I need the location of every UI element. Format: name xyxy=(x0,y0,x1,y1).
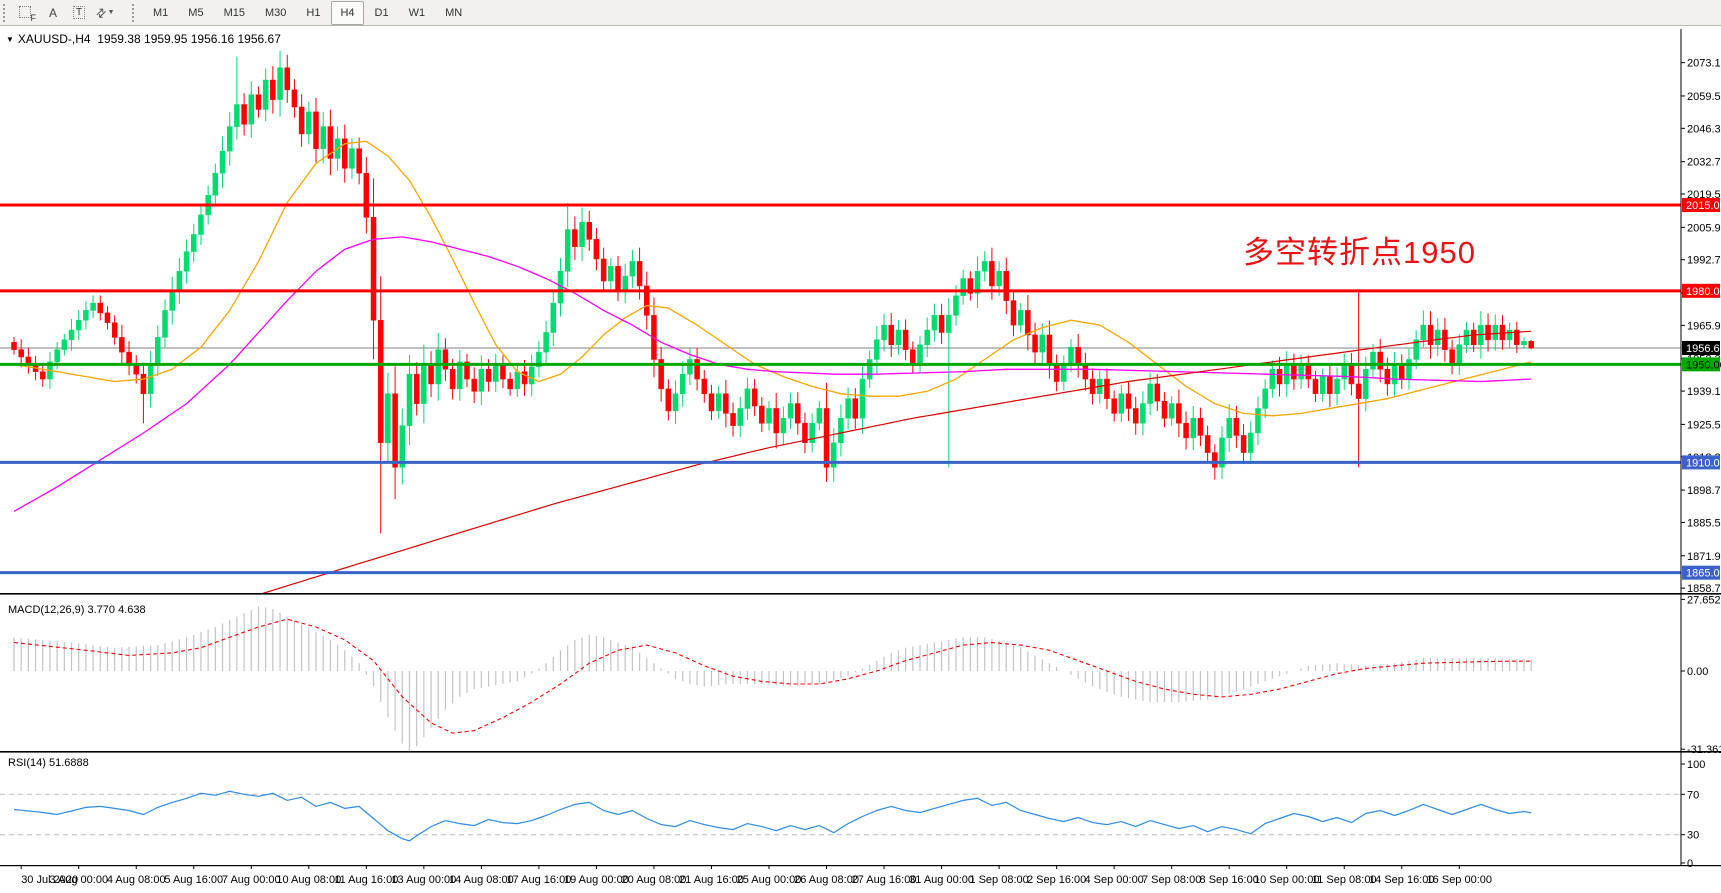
svg-text:31 Aug 00:00: 31 Aug 00:00 xyxy=(909,874,974,886)
rsi-value: 51.6888 xyxy=(48,757,89,769)
toolbar-grip[interactable] xyxy=(3,3,9,22)
timeframe-h4[interactable]: H4 xyxy=(331,0,364,25)
svg-text:1925.50: 1925.50 xyxy=(1687,419,1721,431)
svg-text:7 Sep 08:00: 7 Sep 08:00 xyxy=(1142,874,1201,886)
svg-text:2 Sep 16:00: 2 Sep 16:00 xyxy=(1027,874,1086,886)
svg-text:1950.00: 1950.00 xyxy=(1686,359,1721,371)
chevron-down-icon: ▼ xyxy=(107,9,115,16)
svg-text:2015.00: 2015.00 xyxy=(1686,200,1721,212)
rsi-name: RSI(14) xyxy=(8,757,46,769)
svg-text:16 Sep 00:00: 16 Sep 00:00 xyxy=(1427,874,1492,886)
svg-text:27.652: 27.652 xyxy=(1687,594,1721,606)
text-label-icon: T xyxy=(72,6,86,19)
timeframe-w1[interactable]: W1 xyxy=(408,6,426,19)
timeframe-mn[interactable]: MN xyxy=(445,6,463,19)
svg-text:0: 0 xyxy=(1687,858,1693,870)
svg-text:1885.50: 1885.50 xyxy=(1687,517,1721,529)
svg-text:1939.10: 1939.10 xyxy=(1687,386,1721,398)
svg-text:5 Aug 16:00: 5 Aug 16:00 xyxy=(164,874,223,886)
arrows-tool-button[interactable]: ⇄ ▼ xyxy=(92,1,117,25)
svg-text:26 Aug 08:00: 26 Aug 08:00 xyxy=(794,874,859,886)
timeframe-m15[interactable]: M15 xyxy=(223,6,245,19)
svg-text:2059.50: 2059.50 xyxy=(1687,91,1721,103)
chart-area[interactable]: 2073.10 2059.50 2046.30 2032.70 2019.50 2005.… xyxy=(0,26,1721,893)
svg-text:1 Sep 08:00: 1 Sep 08:00 xyxy=(969,874,1028,886)
svg-text:1858.70: 1858.70 xyxy=(1687,583,1721,595)
timeframe-m30[interactable]: M30 xyxy=(264,6,287,19)
svg-text:21 Aug 16:00: 21 Aug 16:00 xyxy=(679,874,744,886)
svg-text:2032.70: 2032.70 xyxy=(1687,157,1721,169)
svg-text:17 Aug 16:00: 17 Aug 16:00 xyxy=(506,874,571,886)
macd-signal-value: 3.770 xyxy=(87,604,116,616)
svg-text:11 Aug 16:00: 11 Aug 16:00 xyxy=(334,874,398,886)
svg-text:-31.361: -31.361 xyxy=(1687,744,1721,756)
svg-text:1980.00: 1980.00 xyxy=(1686,286,1721,298)
macd-name: MACD(12,26,9) xyxy=(8,604,85,616)
rsi-indicator-label: RSI(14) 51.6888 xyxy=(8,757,89,769)
svg-text:30 Jul 2020: 30 Jul 2020 xyxy=(21,874,78,886)
text-label-tool-button[interactable]: T xyxy=(67,1,91,25)
symbol-ohlc-title: ▼ XAUUSD-,H4 1959.38 1959.95 1956.16 1956… xyxy=(6,32,281,46)
svg-text:30: 30 xyxy=(1687,830,1699,842)
svg-text:2005.90: 2005.90 xyxy=(1687,222,1721,234)
svg-text:4 Sep 00:00: 4 Sep 00:00 xyxy=(1084,874,1143,886)
svg-text:1956.67: 1956.67 xyxy=(1686,343,1721,355)
macd-indicator-label: MACD(12,26,9) 3.770 4.638 xyxy=(8,604,146,616)
svg-text:100: 100 xyxy=(1687,759,1705,771)
timeframe-toolbar-grip[interactable] xyxy=(132,3,138,22)
svg-text:7 Aug 00:00: 7 Aug 00:00 xyxy=(222,874,281,886)
low-value: 1956.16 xyxy=(190,32,235,46)
timeframe-m5[interactable]: M5 xyxy=(188,6,204,19)
svg-text:3 Aug 00:00: 3 Aug 00:00 xyxy=(49,874,108,886)
close-value: 1956.67 xyxy=(237,32,281,46)
timeframe-h1[interactable]: H1 xyxy=(306,6,321,19)
timeframe-m1[interactable]: M1 xyxy=(153,6,169,19)
svg-text:4 Aug 08:00: 4 Aug 08:00 xyxy=(107,874,166,886)
chart-plot[interactable]: 2073.10 2059.50 2046.30 2032.70 2019.50 2005.… xyxy=(0,26,1721,893)
svg-text:11 Sep 08:00: 11 Sep 08:00 xyxy=(1312,874,1377,886)
svg-text:1871.90: 1871.90 xyxy=(1687,551,1721,563)
macd-main-value: 4.638 xyxy=(118,604,146,616)
svg-text:14 Aug 08:00: 14 Aug 08:00 xyxy=(449,874,514,886)
open-value: 1959.38 xyxy=(97,32,141,46)
fibonacci-tool-button[interactable]: F xyxy=(15,1,39,25)
svg-text:1865.00: 1865.00 xyxy=(1686,568,1721,580)
svg-text:10 Aug 08:00: 10 Aug 08:00 xyxy=(276,874,341,886)
svg-text:0.00: 0.00 xyxy=(1687,666,1708,678)
svg-text:2046.30: 2046.30 xyxy=(1687,123,1721,135)
svg-text:25 Aug 00:00: 25 Aug 00:00 xyxy=(737,874,802,886)
svg-text:19 Aug 00:00: 19 Aug 00:00 xyxy=(564,874,629,886)
svg-text:20 Aug 08:00: 20 Aug 08:00 xyxy=(622,874,687,886)
svg-text:1910.00: 1910.00 xyxy=(1686,457,1721,469)
annotation-text-object[interactable]: 多空转折点1950 xyxy=(1243,235,1476,270)
high-value: 1959.95 xyxy=(144,32,188,46)
svg-text:13 Aug 00:00: 13 Aug 00:00 xyxy=(391,874,456,886)
svg-text:8 Sep 16:00: 8 Sep 16:00 xyxy=(1200,874,1259,886)
svg-text:2073.10: 2073.10 xyxy=(1687,58,1721,70)
symbol-label: XAUUSD-,H4 xyxy=(17,32,91,46)
text-tool-button[interactable]: A xyxy=(41,1,65,25)
fibonacci-icon: F xyxy=(18,5,36,23)
svg-text:1992.70: 1992.70 xyxy=(1687,255,1721,267)
svg-text:2019.50: 2019.50 xyxy=(1687,189,1721,201)
svg-text:1898.70: 1898.70 xyxy=(1687,485,1721,497)
chart-dropdown-icon: ▼ xyxy=(6,35,14,44)
text-tool-icon: A xyxy=(48,5,57,20)
svg-text:27 Aug 16:00: 27 Aug 16:00 xyxy=(852,874,917,886)
svg-text:14 Sep 16:00: 14 Sep 16:00 xyxy=(1369,874,1434,886)
arrows-icon: ⇄ xyxy=(92,3,110,22)
svg-text:1965.90: 1965.90 xyxy=(1687,320,1721,332)
svg-text:70: 70 xyxy=(1687,789,1699,801)
svg-text:10 Sep 00:00: 10 Sep 00:00 xyxy=(1254,874,1319,886)
timeframe-d1[interactable]: D1 xyxy=(374,6,389,19)
toolbar: F A T ⇄ ▼ M1 M5 M15 M30 H1 H4 D1 W1 MN xyxy=(0,0,1721,26)
